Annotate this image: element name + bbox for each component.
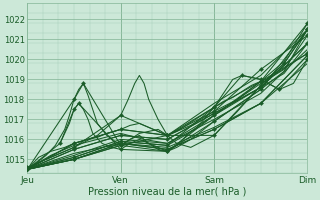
X-axis label: Pression niveau de la mer( hPa ): Pression niveau de la mer( hPa ) — [88, 187, 247, 197]
